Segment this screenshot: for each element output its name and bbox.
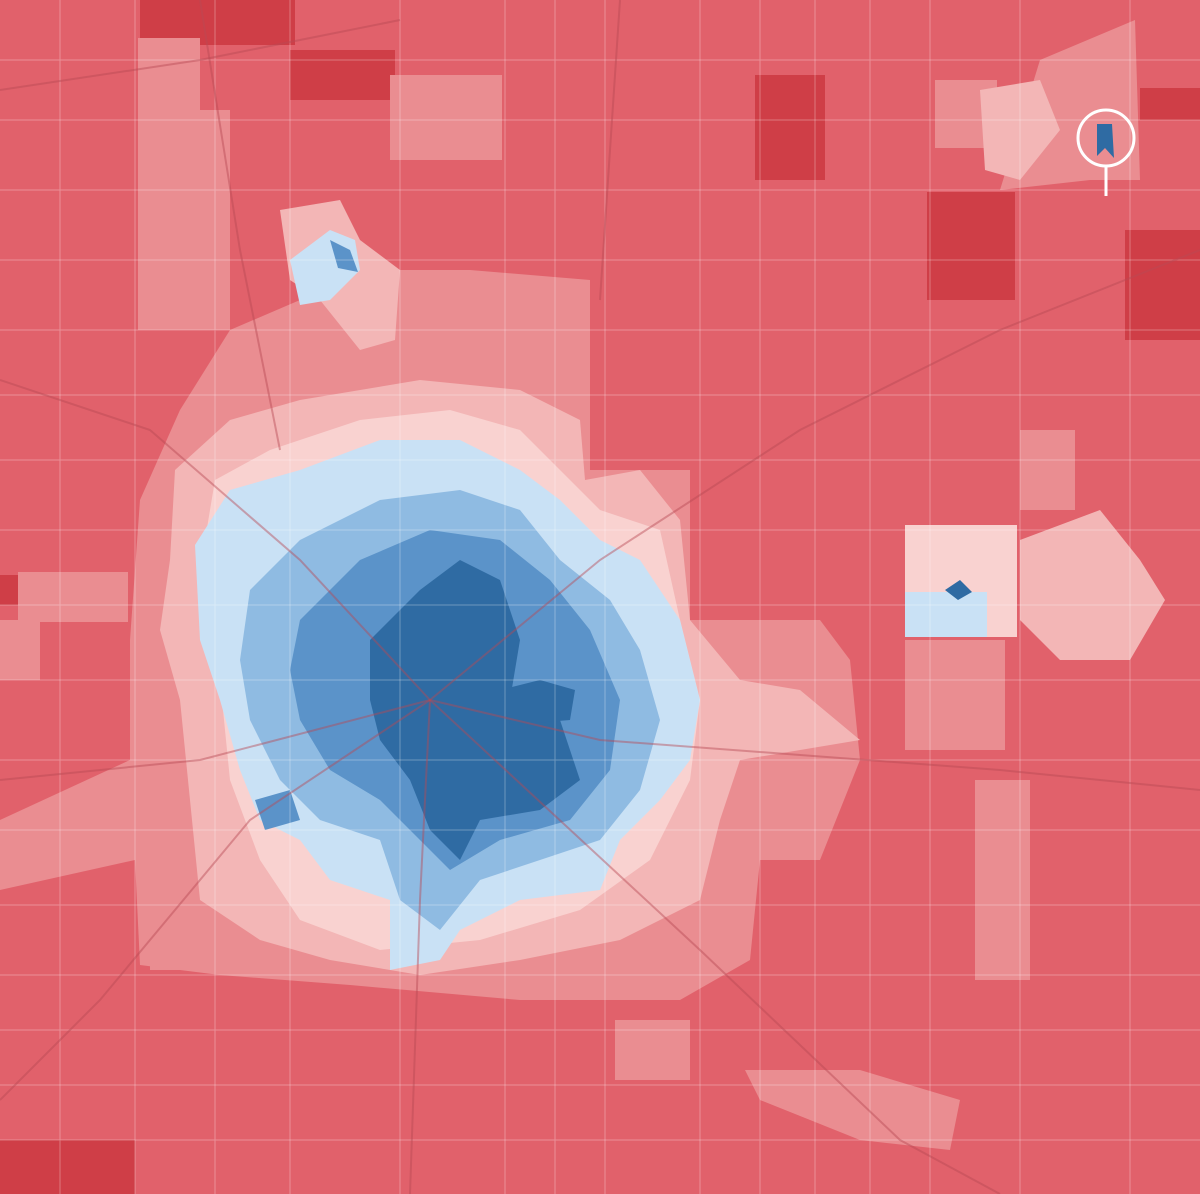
- dark-red-precinct: [927, 192, 1015, 300]
- road: [0, 699, 431, 781]
- dark-red-precinct: [290, 50, 395, 100]
- dark-red-precinct: [755, 75, 825, 180]
- suburban-ring: [1020, 510, 1165, 660]
- location-marker: [1076, 108, 1136, 196]
- dark-blue-precinct: [945, 580, 972, 600]
- road: [0, 699, 431, 1101]
- dark-red-precinct: [0, 1140, 135, 1194]
- pink-precinct: [905, 640, 1005, 750]
- road: [409, 699, 431, 1194]
- road: [429, 699, 1200, 791]
- pink-precinct: [0, 620, 40, 680]
- road: [429, 249, 1200, 701]
- blue-precinct: [255, 790, 300, 830]
- precinct-border: [134, 0, 1131, 1194]
- suburban-ring: [980, 80, 1060, 180]
- pink-precinct: [0, 20, 1140, 1150]
- light-blue-precinct: [905, 592, 987, 637]
- road: [599, 0, 621, 301]
- road: [429, 699, 1001, 1194]
- dark-red-precinct: [1125, 230, 1200, 340]
- dark-red-precinct: [140, 0, 295, 45]
- dark-red-precinct: [1140, 88, 1200, 120]
- dark-blue-precinct: [500, 680, 575, 725]
- pink-precinct: [615, 1020, 690, 1080]
- road: [0, 19, 401, 91]
- dark-blue-precinct: [370, 560, 580, 860]
- dark-blue-precinct: [370, 560, 972, 860]
- road: [0, 379, 431, 701]
- pink-precinct: [1020, 430, 1075, 510]
- blue-precinct: [330, 240, 358, 272]
- pink-precinct: [138, 38, 230, 330]
- precinct-border: [0, 119, 1200, 1086]
- location-marker: [1076, 108, 1136, 168]
- dark-red-precinct: [0, 575, 18, 605]
- pink-precinct: [975, 780, 1030, 980]
- pink-precinct: [745, 1070, 960, 1150]
- road: [199, 0, 281, 451]
- pink-precinct: [18, 572, 128, 622]
- location-marker: [1097, 124, 1114, 158]
- pink-precinct: [390, 75, 502, 160]
